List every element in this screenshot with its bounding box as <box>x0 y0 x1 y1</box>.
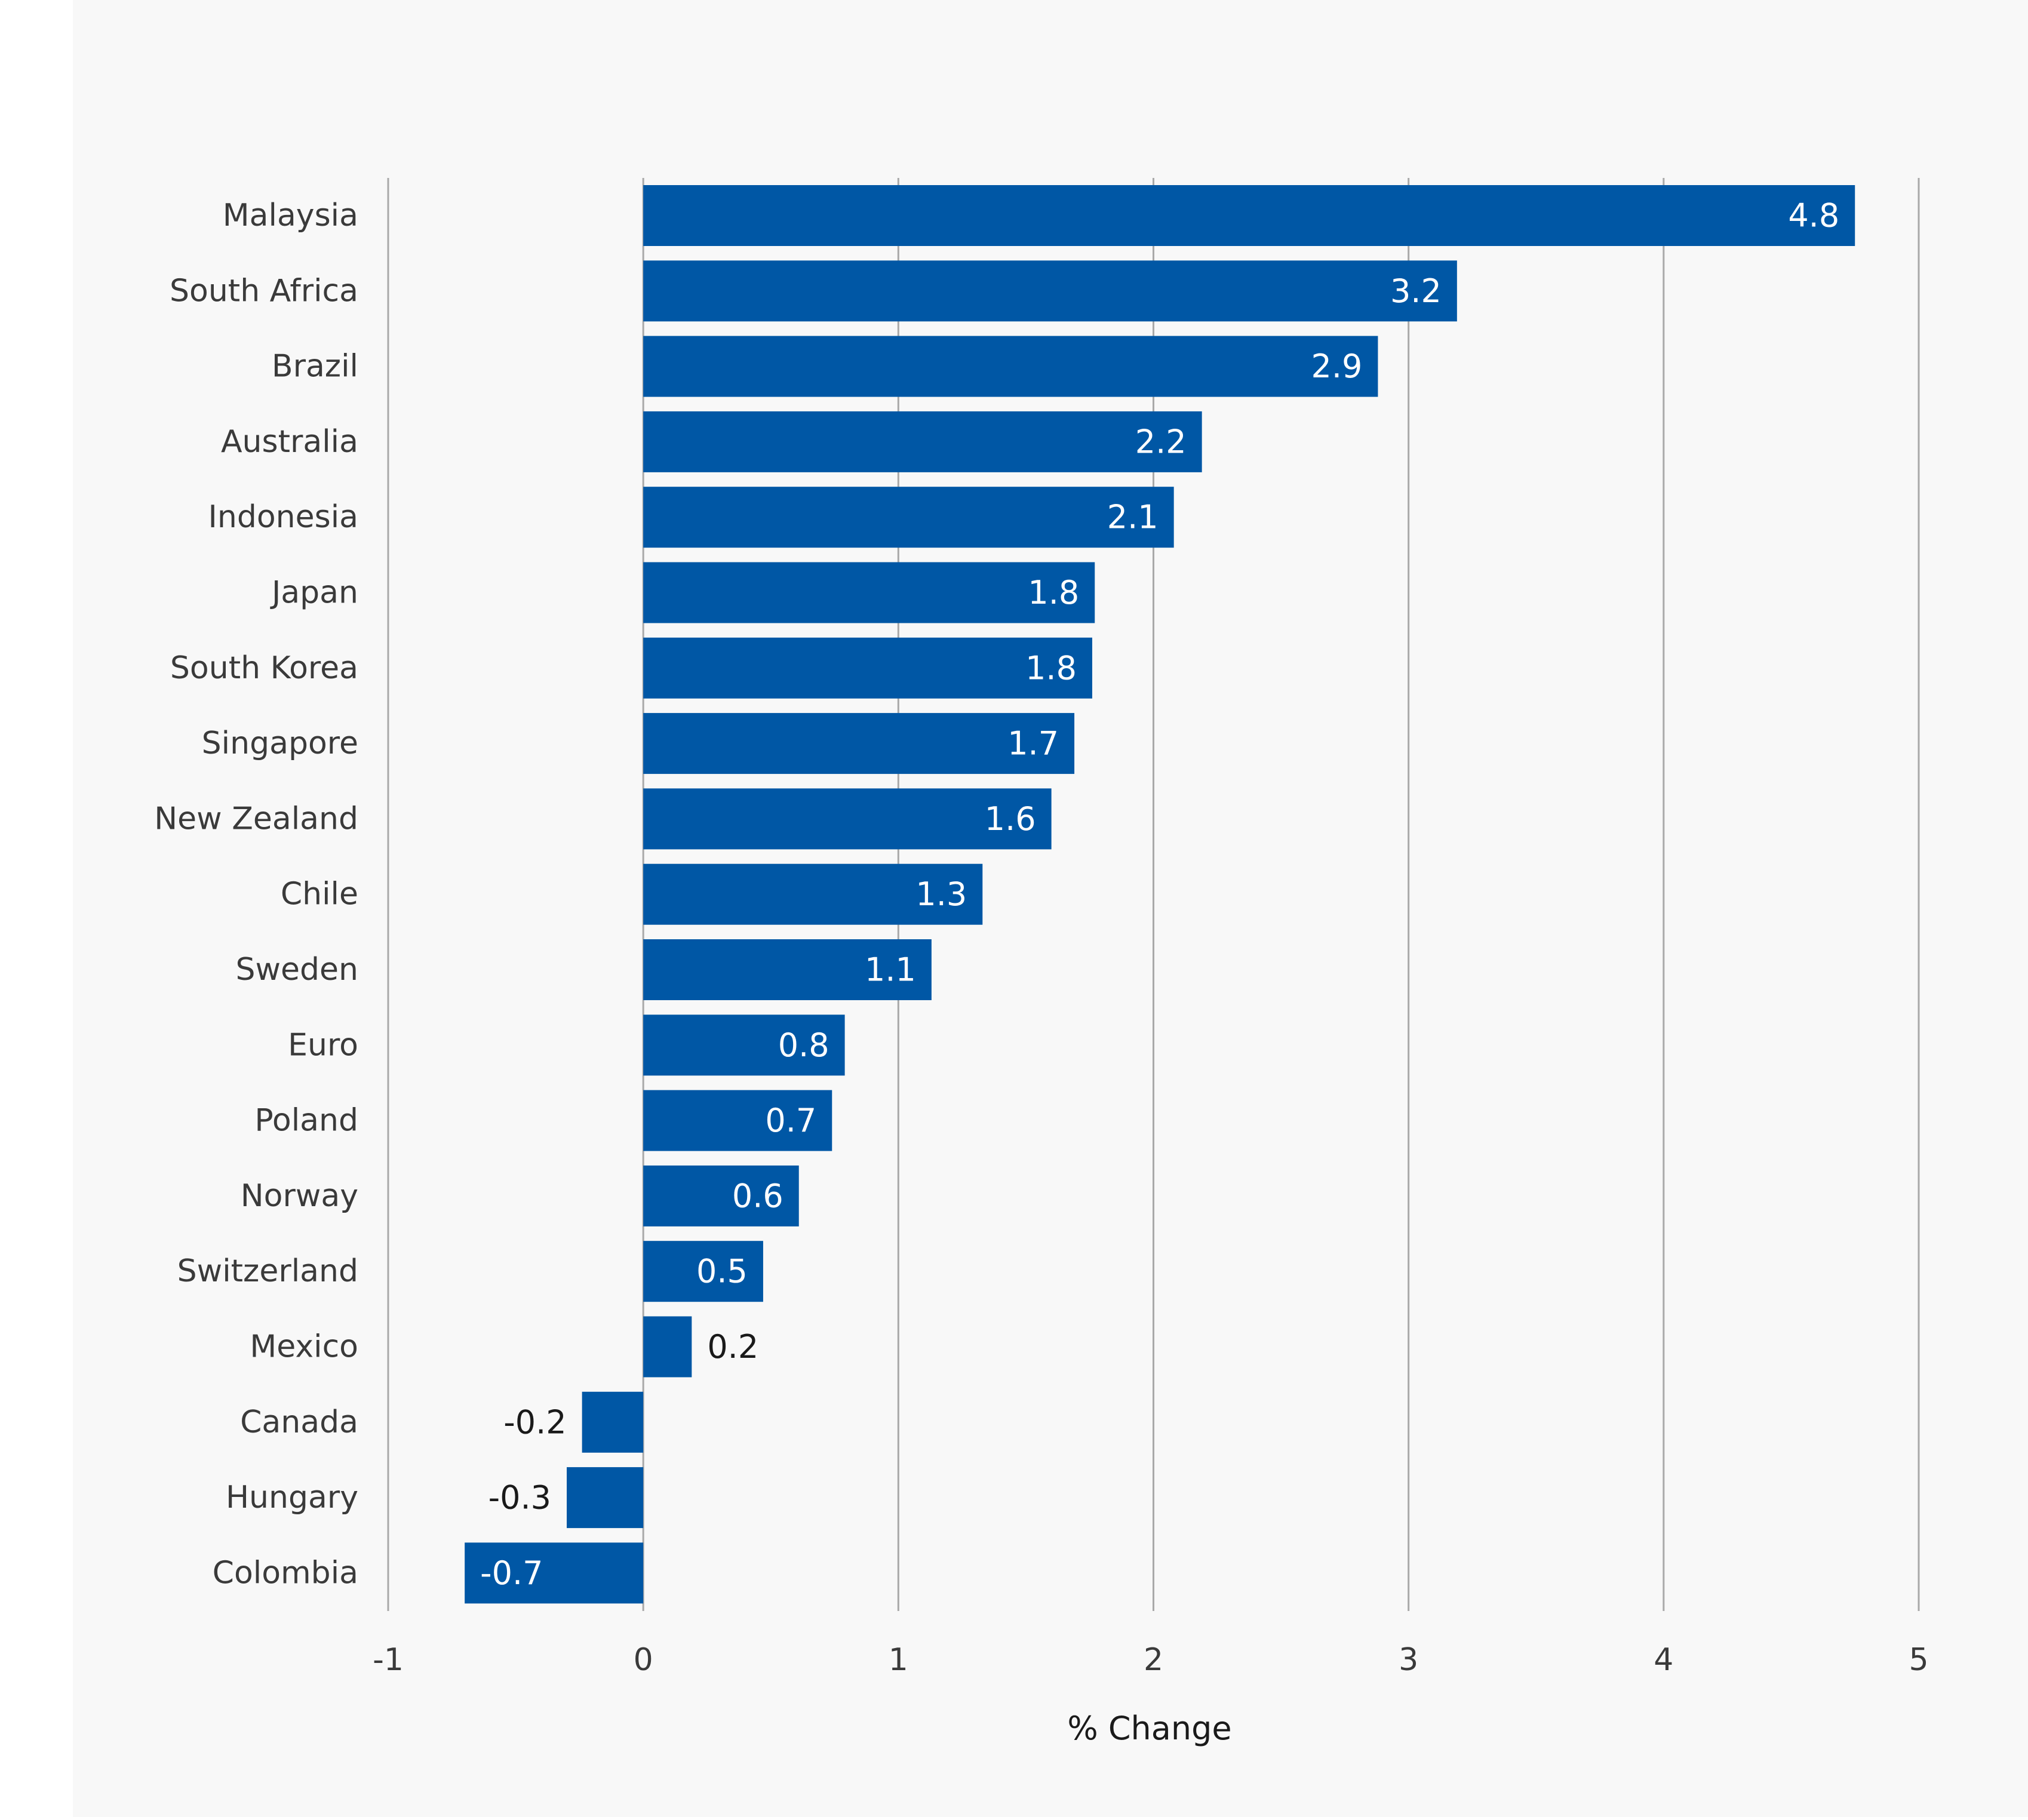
x-tick-label: 2 <box>1144 1642 1163 1678</box>
x-tick-label: -1 <box>373 1642 404 1678</box>
value-label: 0.8 <box>778 1026 829 1064</box>
bar-new-zealand <box>643 788 1052 850</box>
category-label: Chile <box>281 877 358 912</box>
category-label: Mexico <box>250 1329 358 1365</box>
category-label: South Africa <box>170 273 358 309</box>
value-label: 1.6 <box>985 800 1036 838</box>
bar-poland <box>643 1090 832 1151</box>
value-label: -0.7 <box>480 1554 543 1592</box>
category-label: Switzerland <box>177 1253 358 1289</box>
value-label: 3.2 <box>1390 272 1442 310</box>
category-label: Singapore <box>202 725 358 761</box>
bar-norway <box>643 1165 799 1226</box>
value-label: -0.3 <box>488 1479 551 1517</box>
x-tick-label: 5 <box>1909 1642 1928 1678</box>
x-tick-label: 0 <box>634 1642 653 1678</box>
bar-south-africa <box>643 260 1457 322</box>
value-label: 1.8 <box>1028 574 1079 611</box>
value-label: 0.7 <box>765 1102 816 1139</box>
bar-euro <box>643 1014 845 1076</box>
category-label: New Zealand <box>154 801 358 837</box>
category-label: Euro <box>288 1027 358 1063</box>
bar-south-korea <box>643 637 1092 699</box>
value-label: 2.1 <box>1107 499 1159 536</box>
value-label: -0.2 <box>503 1403 566 1441</box>
value-label: 1.1 <box>865 951 916 989</box>
category-label: Japan <box>270 575 358 611</box>
bar-colombia <box>465 1542 644 1604</box>
category-label: Canada <box>240 1404 358 1440</box>
value-label: 0.6 <box>732 1177 783 1215</box>
bar-canada <box>582 1391 644 1453</box>
category-label: Malaysia <box>223 198 358 233</box>
value-label: 1.7 <box>1007 725 1059 763</box>
category-label: Australia <box>221 424 358 460</box>
value-label: 4.8 <box>1788 197 1839 235</box>
category-label: Indonesia <box>208 499 358 535</box>
category-label: Poland <box>254 1103 358 1139</box>
x-tick-labels: -1 0 1 2 3 4 5 <box>373 1642 1928 1678</box>
bar-mexico <box>643 1316 692 1378</box>
category-label: South Korea <box>170 650 358 686</box>
value-labels: 4.8 3.2 2.9 2.2 2.1 1.8 1.8 1.7 1.6 1.3 1.1 0.8 0.7 0… <box>480 197 1839 1592</box>
bar-singapore <box>643 713 1075 774</box>
bar-chile <box>643 863 983 925</box>
bar-malaysia <box>643 185 1855 246</box>
x-axis-title: % Change <box>1067 1710 1231 1747</box>
category-label: Brazil <box>272 349 358 385</box>
value-label: 1.8 <box>1025 649 1077 687</box>
x-tick-label: 3 <box>1399 1642 1418 1678</box>
bars <box>465 185 1855 1604</box>
bar-australia <box>643 411 1202 472</box>
bar-sweden <box>643 939 932 1000</box>
bar-hungary <box>567 1467 644 1529</box>
bar-switzerland <box>643 1241 763 1302</box>
x-tick-label: 4 <box>1654 1642 1673 1678</box>
category-label: Norway <box>241 1178 358 1214</box>
category-label: Sweden <box>236 952 359 988</box>
category-label: Hungary <box>226 1480 358 1515</box>
value-label: 0.5 <box>696 1253 748 1290</box>
value-label: 0.2 <box>707 1328 758 1366</box>
value-label: 2.2 <box>1135 423 1187 460</box>
category-labels: Malaysia South Africa Brazil Australia Indon… <box>154 198 358 1591</box>
value-label: 1.3 <box>915 875 967 913</box>
x-tick-label: 1 <box>889 1642 908 1678</box>
category-label: Colombia <box>213 1555 358 1591</box>
bar-brazil <box>643 336 1378 397</box>
bar-indonesia <box>643 487 1174 548</box>
value-label: 2.9 <box>1311 348 1363 385</box>
bar-japan <box>643 562 1095 623</box>
